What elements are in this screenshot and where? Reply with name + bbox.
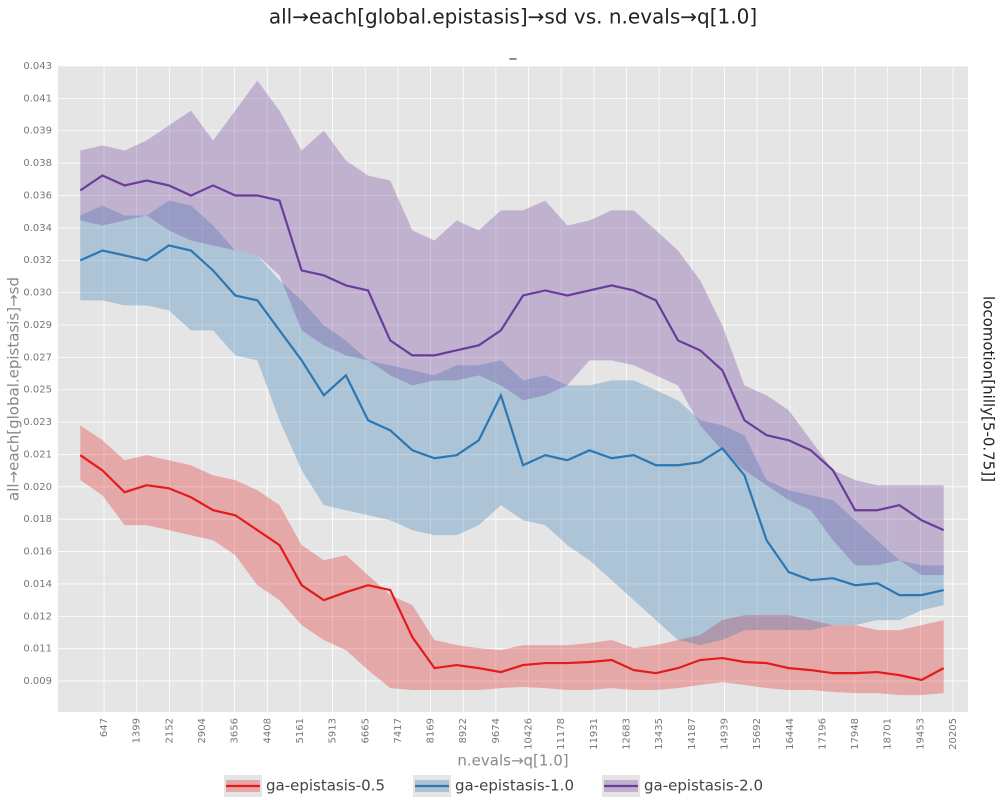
x-tick-label: 5161 <box>295 718 306 743</box>
series-line <box>79 244 944 597</box>
legend-label: ga-epistasis-2.0 <box>644 777 763 795</box>
x-tick-label: 5913 <box>328 718 339 743</box>
x-tick-label: 1399 <box>132 718 143 743</box>
x-tick-label: 20205 <box>948 718 959 750</box>
y-tick-label: 0.009 <box>23 676 52 687</box>
x-tick-label: 12683 <box>621 718 632 750</box>
y-tick-label: 0.011 <box>23 644 52 655</box>
x-tick-label: 13435 <box>654 718 665 750</box>
chart-title: all→each[global.epistasis]→sd vs. n.eval… <box>269 5 757 29</box>
x-tick-label: 6665 <box>360 718 371 743</box>
x-tick-label: 17948 <box>850 718 861 750</box>
series-line <box>79 174 945 532</box>
legend: ga-epistasis-0.5 ga-epistasis-1.0 ga-epist… <box>224 775 763 797</box>
legend-label: ga-epistasis-0.5 <box>266 777 385 795</box>
x-tick-label: 647 <box>99 718 110 737</box>
y-tick-label: 0.029 <box>23 320 52 331</box>
x-tick-label: 16444 <box>785 718 796 750</box>
y-tick-label: 0.021 <box>23 449 52 460</box>
y-tick-label: 0.036 <box>23 190 52 201</box>
x-tick-label: 11931 <box>589 718 600 750</box>
x-tick-label: 18701 <box>883 718 894 750</box>
y-tick-label: 0.014 <box>23 579 52 590</box>
x-tick-label: 4408 <box>262 718 273 743</box>
x-tick-label: 2904 <box>197 718 208 743</box>
x-tick-label: 2152 <box>164 718 175 743</box>
lines <box>79 174 945 682</box>
x-tick-label: 14939 <box>719 718 730 750</box>
y-tick-label: 0.041 <box>23 93 52 104</box>
x-tick-label: 7417 <box>393 718 404 743</box>
grid <box>58 65 968 712</box>
chart-subtitle: _ <box>509 44 518 60</box>
x-tick-label: 3656 <box>230 718 241 743</box>
x-tick-label: 11178 <box>556 718 567 750</box>
facet-label: locomotion[hilly[5-0.75]] <box>980 296 998 482</box>
series-line <box>79 454 945 682</box>
confidence-band <box>80 200 944 646</box>
y-tick-label: 0.023 <box>23 417 52 428</box>
y-tick-label: 0.016 <box>23 547 52 558</box>
x-tick-label: 8169 <box>426 718 437 743</box>
y-tick-label: 0.018 <box>23 514 52 525</box>
y-tick-label: 0.043 <box>23 61 52 72</box>
x-tick-label: 8922 <box>458 718 469 743</box>
bands <box>80 80 944 696</box>
y-tick-label: 0.032 <box>23 255 52 266</box>
legend-label: ga-epistasis-1.0 <box>455 777 574 795</box>
y-tick-label: 0.020 <box>23 482 52 493</box>
plot-background <box>58 66 968 712</box>
y-tick-label: 0.038 <box>23 158 52 169</box>
x-tick-label: 9674 <box>491 718 502 743</box>
x-tick-label: 19453 <box>915 718 926 750</box>
x-tick-label: 17196 <box>817 718 828 750</box>
x-tick-label: 15692 <box>752 718 763 750</box>
y-tick-label: 0.012 <box>23 611 52 622</box>
y-tick-label: 0.025 <box>23 385 52 396</box>
y-tick-label: 0.039 <box>23 126 52 137</box>
confidence-band <box>80 80 944 576</box>
y-tick-label: 0.034 <box>23 223 52 234</box>
x-tick-label: 14187 <box>687 718 698 750</box>
y-tick-label: 0.027 <box>23 352 52 363</box>
x-tick-label: 10426 <box>524 718 535 750</box>
y-tick-label: 0.030 <box>23 288 52 299</box>
confidence-band <box>80 425 944 696</box>
y-axis-label: all→each[global.epistasis]→sd <box>5 277 23 501</box>
x-axis-label: n.evals→q[1.0] <box>457 752 568 770</box>
